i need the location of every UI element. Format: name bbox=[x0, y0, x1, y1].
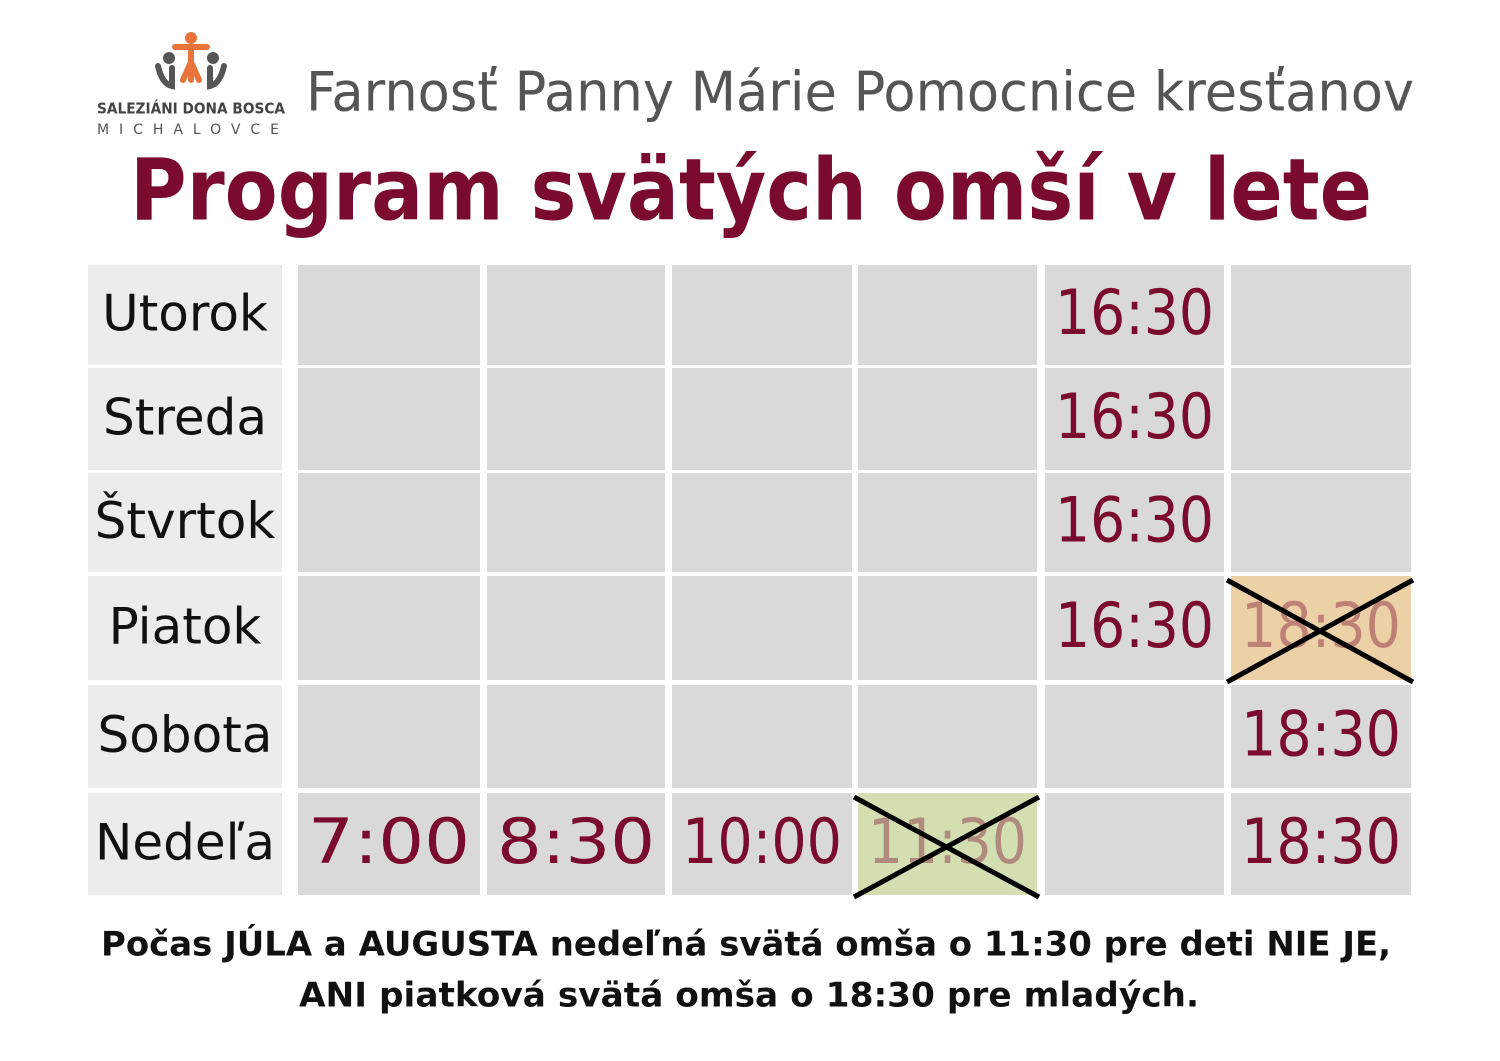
time-cell bbox=[672, 265, 852, 365]
time-cell bbox=[1045, 576, 1224, 680]
day-cell bbox=[88, 265, 282, 365]
logo-name: SALEZIÁNI DONA BOSCA bbox=[97, 99, 285, 118]
time-cell bbox=[1045, 368, 1224, 470]
time-cell bbox=[298, 368, 480, 470]
time-cell bbox=[298, 473, 480, 572]
day-label: Sobota bbox=[98, 706, 273, 764]
time-cell bbox=[487, 265, 665, 365]
title: Program svätých omší v lete bbox=[130, 140, 1372, 240]
mass-time: 16:30 bbox=[1055, 380, 1214, 453]
time-cell bbox=[1045, 793, 1224, 895]
time-cell bbox=[1045, 473, 1224, 572]
time-cell bbox=[1231, 473, 1411, 572]
time-cell bbox=[1045, 265, 1224, 365]
cancel-cross bbox=[1225, 577, 1415, 685]
time-cell bbox=[487, 576, 665, 680]
footer-line: ANI piatková svätá omša o 18:30 pre mlad… bbox=[299, 976, 1199, 1016]
mass-time: 16:30 bbox=[1055, 484, 1214, 557]
mass-time: 18:30 bbox=[1241, 805, 1401, 878]
time-cell bbox=[672, 576, 852, 680]
time-cell bbox=[298, 265, 480, 365]
day-cell bbox=[88, 793, 282, 895]
time-cell bbox=[672, 368, 852, 470]
day-cell bbox=[88, 368, 282, 470]
time-cell bbox=[298, 576, 480, 680]
time-cell bbox=[1231, 265, 1411, 365]
time-cell bbox=[1231, 685, 1411, 788]
time-cell bbox=[858, 265, 1037, 365]
time-cell bbox=[858, 368, 1037, 470]
mass-time: 16:30 bbox=[1055, 589, 1214, 662]
time-cell bbox=[672, 685, 852, 788]
time-cell bbox=[487, 793, 665, 895]
day-cell bbox=[88, 685, 282, 788]
time-cell bbox=[858, 473, 1037, 572]
time-cell bbox=[1045, 685, 1224, 788]
time-cell bbox=[298, 793, 480, 895]
schedule-table: Utorok 16:30 Streda 16:30 Štvrtok 16:30 Piatok… bbox=[88, 265, 1415, 900]
time-cell bbox=[1231, 368, 1411, 470]
time-cell bbox=[672, 473, 852, 572]
mass-time: 10:00 bbox=[682, 805, 842, 878]
time-cell bbox=[487, 685, 665, 788]
day-cell bbox=[88, 473, 282, 572]
cancel-cross bbox=[852, 794, 1041, 900]
day-cell bbox=[88, 576, 282, 680]
day-label: Utorok bbox=[102, 285, 268, 343]
footer-line: Počas JÚLA a AUGUSTA nedeľná svätá omša … bbox=[101, 924, 1391, 965]
mass-time: 16:30 bbox=[1055, 276, 1214, 349]
logo-city: MICHALOVCE bbox=[97, 122, 285, 138]
mass-time: 18:30 bbox=[1241, 698, 1401, 771]
day-label: Nedeľa bbox=[95, 814, 275, 872]
time-cell bbox=[858, 685, 1037, 788]
time-cell bbox=[487, 368, 665, 470]
mass-time: 7:00 bbox=[308, 805, 470, 878]
day-label: Piatok bbox=[109, 598, 262, 656]
time-cell bbox=[298, 685, 480, 788]
logo-icon bbox=[155, 32, 227, 90]
day-label: Streda bbox=[103, 389, 267, 447]
time-cell bbox=[1231, 793, 1411, 895]
day-label: Štvrtok bbox=[95, 491, 276, 550]
time-cell bbox=[672, 793, 852, 895]
time-cell bbox=[858, 576, 1037, 680]
mass-time: 8:30 bbox=[497, 805, 655, 878]
parish-name: Farnosť Panny Márie Pomocnice kresťanov bbox=[306, 61, 1414, 124]
time-cell bbox=[487, 473, 665, 572]
